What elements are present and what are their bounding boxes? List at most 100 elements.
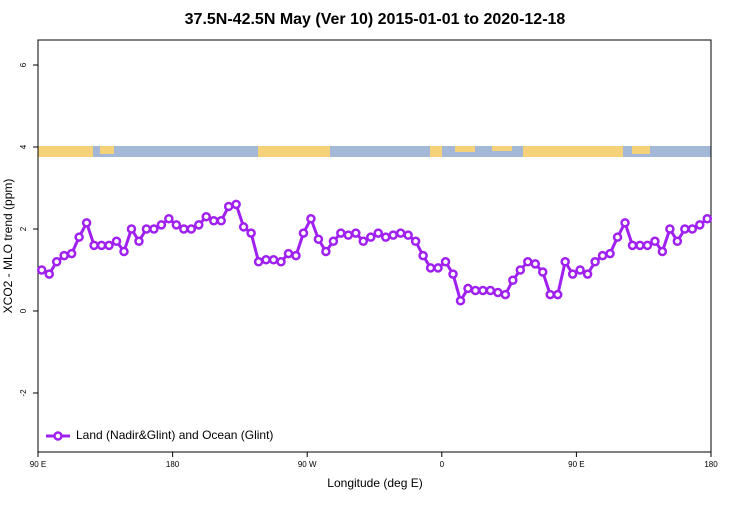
point	[336, 228, 346, 238]
point	[545, 289, 555, 300]
point	[650, 236, 660, 247]
map-strip	[38, 146, 711, 157]
point	[253, 257, 264, 267]
point	[410, 236, 421, 247]
plot-frame	[37, 39, 712, 453]
point	[627, 240, 638, 251]
point	[597, 250, 608, 261]
point	[194, 220, 204, 230]
point	[612, 232, 623, 242]
point	[373, 228, 383, 238]
y-tick-label: 0	[19, 308, 28, 313]
point	[590, 257, 600, 267]
x-tick-label: 90 E	[568, 460, 584, 469]
legend-marker	[53, 431, 63, 441]
point	[126, 224, 137, 234]
y-axis-label: XCO2 - MLO trend (ppm)	[1, 179, 15, 314]
point	[261, 254, 271, 265]
point	[36, 265, 47, 275]
point	[478, 285, 488, 296]
point	[343, 230, 354, 240]
point	[291, 250, 301, 261]
point	[680, 224, 690, 234]
point	[164, 213, 174, 224]
point	[74, 232, 84, 242]
point	[582, 269, 593, 279]
point	[463, 283, 473, 294]
point	[552, 289, 563, 300]
point	[89, 240, 99, 251]
point	[208, 216, 219, 226]
point	[104, 240, 114, 251]
point	[81, 218, 92, 228]
point	[538, 267, 548, 277]
x-tick-label: 90 W	[298, 460, 317, 469]
point	[530, 259, 541, 269]
point	[268, 254, 279, 265]
point	[575, 265, 585, 275]
point	[328, 236, 339, 247]
point	[425, 263, 436, 273]
point	[448, 269, 458, 279]
point	[620, 218, 630, 228]
x-tick-label: 180	[166, 460, 180, 469]
point	[44, 269, 54, 279]
y-tick-label: -2	[19, 389, 28, 397]
legend-label: Land (Nadir&Glint) and Ocean (Glint)	[76, 428, 273, 442]
point	[119, 246, 129, 257]
y-tick-label: 6	[19, 62, 28, 67]
point	[216, 216, 226, 226]
point	[403, 230, 413, 240]
point	[605, 248, 615, 259]
point	[231, 199, 241, 210]
point	[395, 228, 406, 238]
point	[358, 236, 369, 247]
point	[657, 246, 668, 257]
point	[508, 275, 518, 285]
point	[418, 250, 428, 261]
point	[283, 248, 294, 259]
point	[366, 232, 376, 242]
point	[156, 220, 167, 230]
x-axis-label: Longitude (deg E)	[327, 476, 422, 490]
point	[687, 224, 698, 234]
point	[665, 224, 675, 234]
point	[59, 250, 69, 261]
point	[186, 224, 197, 234]
point	[313, 234, 324, 244]
point	[51, 257, 62, 267]
point	[515, 265, 526, 275]
point	[171, 220, 182, 230]
point	[635, 240, 645, 251]
x-tick-label: 90 E	[30, 460, 46, 469]
point	[179, 224, 189, 234]
chart-title: 37.5N-42.5N May (Ver 10) 2015-01-01 to 2…	[185, 11, 566, 28]
point	[306, 213, 316, 224]
point	[672, 236, 683, 247]
point	[223, 201, 234, 212]
point	[276, 257, 286, 267]
point	[96, 240, 107, 251]
point	[485, 285, 496, 296]
y-tick-label: 4	[19, 144, 28, 149]
point	[201, 211, 211, 222]
point	[149, 224, 159, 234]
point	[141, 224, 152, 234]
point	[351, 228, 361, 238]
point	[493, 287, 503, 298]
y-tick-label: 2	[19, 226, 28, 231]
point	[111, 236, 122, 247]
point	[238, 222, 249, 232]
point	[560, 257, 570, 267]
point	[523, 257, 533, 267]
x-tick-label: 180	[704, 460, 718, 469]
point	[642, 240, 653, 251]
point	[298, 228, 309, 238]
x-tick-label: 0	[440, 460, 445, 469]
point	[246, 228, 256, 238]
point	[567, 269, 578, 279]
point	[470, 285, 481, 296]
point	[433, 263, 443, 273]
point	[455, 295, 466, 306]
